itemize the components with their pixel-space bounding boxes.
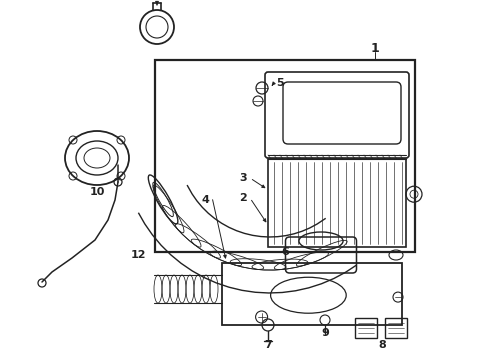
Text: 3: 3 <box>239 173 247 183</box>
Text: 11: 11 <box>150 0 166 2</box>
Bar <box>385 318 407 338</box>
Text: 9: 9 <box>321 328 329 338</box>
Text: 2: 2 <box>239 193 247 203</box>
Text: 1: 1 <box>370 41 379 54</box>
Text: 8: 8 <box>378 340 386 350</box>
Text: 7: 7 <box>264 340 272 350</box>
Text: 12: 12 <box>130 250 146 260</box>
Text: 6: 6 <box>281 247 289 257</box>
Bar <box>155 60 415 252</box>
Text: 4: 4 <box>201 195 209 205</box>
Bar <box>222 263 402 325</box>
Text: 10: 10 <box>89 187 105 197</box>
Text: 5: 5 <box>276 78 284 88</box>
Bar <box>268 159 406 247</box>
Bar <box>355 318 377 338</box>
